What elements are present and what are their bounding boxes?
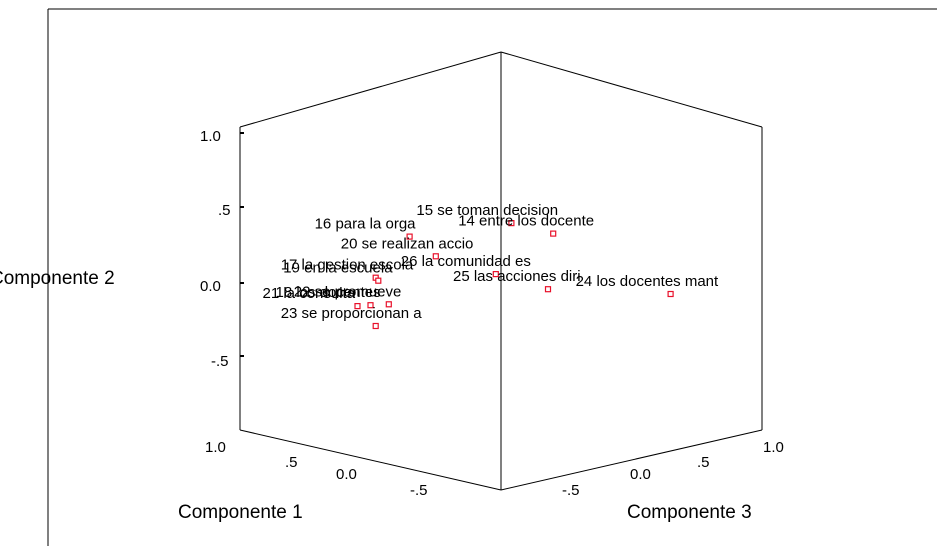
top-right-edge	[500, 51, 763, 128]
y-axis	[240, 132, 244, 357]
data-point-label: 14 entre los docente	[458, 213, 594, 230]
data-point	[372, 322, 379, 330]
data-point-label: 18 los docentes	[276, 284, 381, 301]
data-point-label: 26 la comunidad es	[401, 253, 531, 270]
x-tick-label: .5	[285, 454, 298, 471]
x-tick-label: 1.0	[205, 439, 226, 456]
data-point-label: 20 se realizan accio	[341, 235, 474, 252]
floor-right-edge	[500, 429, 763, 491]
data-point-label: 19 en la escuela	[283, 260, 393, 277]
z-tick-label: .5	[697, 454, 710, 471]
data-point	[544, 286, 552, 293]
data-point-label: 23 se proporcionan a	[281, 305, 423, 322]
data-point	[508, 220, 515, 227]
z-tick-label: 1.0	[763, 439, 784, 456]
x-tick-label: -.5	[410, 482, 428, 499]
x-tick-label: 0.0	[336, 466, 357, 483]
data-point	[406, 233, 413, 240]
data-point-label: 25 las acciones diri	[453, 268, 581, 285]
y-tick-label: 0.0	[200, 278, 221, 295]
floor-left-edge	[239, 429, 502, 491]
data-point-label: 22 se promueve	[294, 283, 402, 300]
y-tick-label: -.5	[211, 353, 229, 370]
x-axis-title: Componente 1	[178, 502, 303, 523]
data-point-label: 15 se toman decision	[416, 202, 558, 219]
data-point-label: 24 los docentes mant	[576, 273, 719, 290]
z-tick-label: -.5	[562, 482, 580, 499]
axis-box	[239, 51, 763, 491]
data-point	[492, 271, 499, 278]
top-left-edge	[239, 51, 502, 128]
data-point	[432, 253, 439, 260]
data-point-label: 21 la consulta	[263, 285, 356, 302]
data-point	[375, 277, 382, 284]
data-point	[550, 230, 557, 237]
z-tick-label: 0.0	[630, 466, 651, 483]
data-point	[385, 301, 392, 308]
data-point	[367, 302, 374, 309]
y-axis-title: Componente 2	[0, 268, 115, 289]
data-point-label: 17 la gestion escola	[281, 257, 414, 274]
z-axis-title: Componente 3	[627, 502, 752, 523]
data-point	[667, 290, 674, 298]
data-point	[354, 303, 361, 310]
y-tick-label: .5	[218, 202, 231, 219]
y-tick-label: 1.0	[200, 128, 221, 145]
data-point-label: 16 para la orga	[315, 216, 417, 233]
